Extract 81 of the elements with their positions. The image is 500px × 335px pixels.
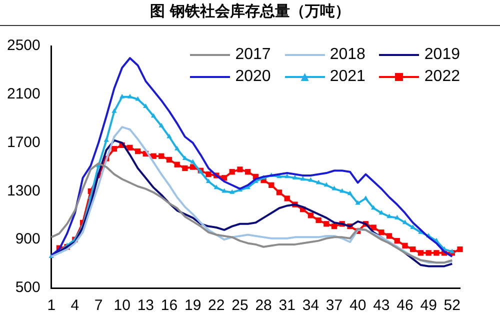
x-tick-label: 52	[444, 297, 460, 314]
point	[150, 153, 156, 159]
point	[355, 200, 360, 205]
y-tick-label: 1300	[6, 182, 40, 200]
legend-label: 2022	[424, 68, 460, 86]
point	[292, 174, 298, 180]
x-tick-label: 28	[255, 297, 272, 314]
point	[229, 169, 235, 175]
point	[378, 230, 384, 236]
point	[300, 176, 306, 181]
x-tick-label: 49	[420, 297, 437, 314]
point	[347, 190, 353, 196]
x-tick-label: 37	[326, 297, 343, 314]
x-tick-label: 4	[70, 297, 80, 314]
y-tick-label: 1700	[6, 134, 40, 151]
point	[143, 104, 148, 108]
y-tick-label: 500	[15, 279, 40, 296]
x-tick-label: 16	[160, 297, 178, 314]
point	[112, 108, 117, 113]
point	[402, 242, 408, 248]
point	[363, 195, 368, 200]
point	[410, 246, 416, 252]
point	[222, 188, 227, 193]
y-tick-label: 900	[15, 230, 40, 248]
chart-title: 图 钢铁社会库存总量（万吨）	[0, 2, 500, 26]
point	[418, 250, 424, 256]
x-tick-label: 10	[114, 297, 130, 314]
point	[457, 246, 463, 252]
point	[426, 250, 432, 256]
x-tick-label: 43	[373, 297, 390, 314]
point	[316, 217, 322, 224]
point	[174, 162, 180, 168]
point	[230, 189, 235, 194]
point	[206, 171, 212, 178]
point	[434, 250, 440, 256]
point	[182, 165, 188, 172]
legend-label: 2018	[330, 46, 366, 64]
point	[134, 148, 141, 154]
point	[308, 177, 314, 182]
x-tick-label: 40	[350, 297, 366, 314]
point	[206, 178, 212, 184]
point	[111, 146, 118, 152]
point	[268, 182, 274, 188]
point	[245, 169, 251, 175]
x-tick-label: 22	[208, 297, 225, 314]
x-tick-label: 31	[278, 297, 296, 314]
legend-label: 2019	[424, 46, 460, 64]
x-tick-label: 25	[232, 297, 248, 314]
point	[386, 233, 392, 239]
point	[386, 214, 392, 218]
point	[276, 190, 282, 196]
point	[166, 134, 172, 138]
point	[166, 156, 172, 163]
point	[331, 223, 338, 230]
point	[158, 122, 164, 128]
x-tick-label: 7	[94, 297, 103, 314]
point	[104, 137, 109, 142]
y-tick-label: 2500	[6, 37, 40, 54]
point	[237, 166, 243, 172]
point	[332, 186, 337, 190]
point	[308, 212, 314, 218]
point	[284, 196, 290, 202]
point	[190, 159, 196, 164]
point	[158, 153, 164, 159]
point	[127, 144, 133, 150]
x-tick-label: 46	[396, 297, 414, 314]
x-tick-label: 34	[302, 297, 320, 314]
legend-label: 2017	[235, 46, 271, 64]
point	[150, 113, 156, 118]
point	[316, 180, 322, 184]
y-tick-label: 2100	[6, 86, 40, 103]
point	[394, 238, 400, 244]
point	[410, 224, 416, 229]
point	[119, 94, 125, 98]
x-tick-label: 1	[47, 297, 56, 314]
legend-label: 2020	[235, 68, 271, 86]
x-tick-label: 13	[137, 297, 154, 314]
x-tick-label: 19	[184, 297, 202, 314]
legend-label: 2021	[330, 68, 366, 86]
point	[174, 146, 180, 150]
point	[324, 221, 330, 227]
